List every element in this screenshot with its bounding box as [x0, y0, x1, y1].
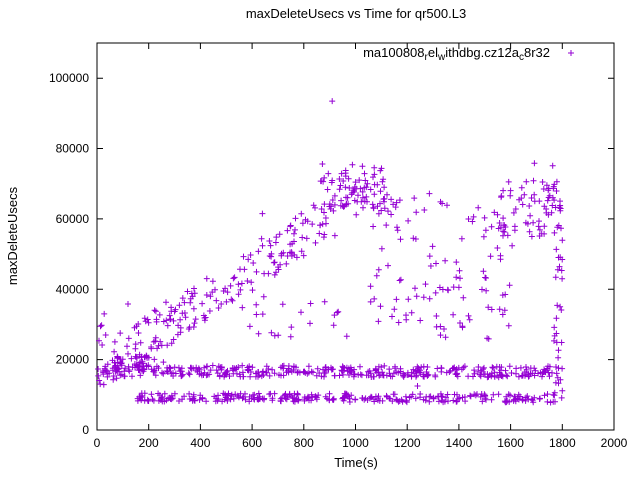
legend-label: ma100808relwithdbg.cz12ac8r32 — [363, 45, 550, 63]
y-tick-label: 20000 — [56, 353, 90, 367]
x-tick-label: 1400 — [446, 436, 473, 450]
x-axis-label: Time(s) — [334, 455, 378, 470]
axis-ticks — [96, 43, 615, 431]
y-tick-labels: 0 20000 40000 60000 80000 100000 — [49, 71, 89, 437]
y-tick-label: 40000 — [56, 282, 90, 296]
x-tick-label: 0 — [94, 436, 101, 450]
legend-marker-icon — [568, 50, 574, 56]
x-tick-label: 1200 — [394, 436, 421, 450]
x-tick-label: 800 — [294, 436, 314, 450]
x-tick-label: 1000 — [342, 436, 369, 450]
chart-title: maxDeleteUsecs vs Time for qr500.L3 — [246, 6, 466, 21]
x-tick-label: 1800 — [549, 436, 576, 450]
y-tick-label: 0 — [82, 423, 89, 437]
y-tick-label: 100000 — [49, 71, 89, 85]
x-tick-label: 1600 — [497, 436, 524, 450]
scatter-points — [95, 163, 566, 406]
x-tick-label: 400 — [190, 436, 210, 450]
plot-border — [96, 42, 615, 431]
y-tick-label: 80000 — [56, 142, 90, 156]
y-tick-label: 60000 — [56, 212, 90, 226]
x-tick-label: 600 — [242, 436, 262, 450]
x-tick-label: 200 — [139, 436, 159, 450]
y-axis-label: maxDeleteUsecs — [5, 186, 20, 285]
scatter-outliers — [101, 98, 556, 389]
x-tick-labels: 0 200 400 600 800 1000 1200 1400 1600 1800 2000 — [94, 436, 628, 450]
x-tick-label: 2000 — [601, 436, 628, 450]
legend: ma100808relwithdbg.cz12ac8r32 — [363, 45, 574, 63]
